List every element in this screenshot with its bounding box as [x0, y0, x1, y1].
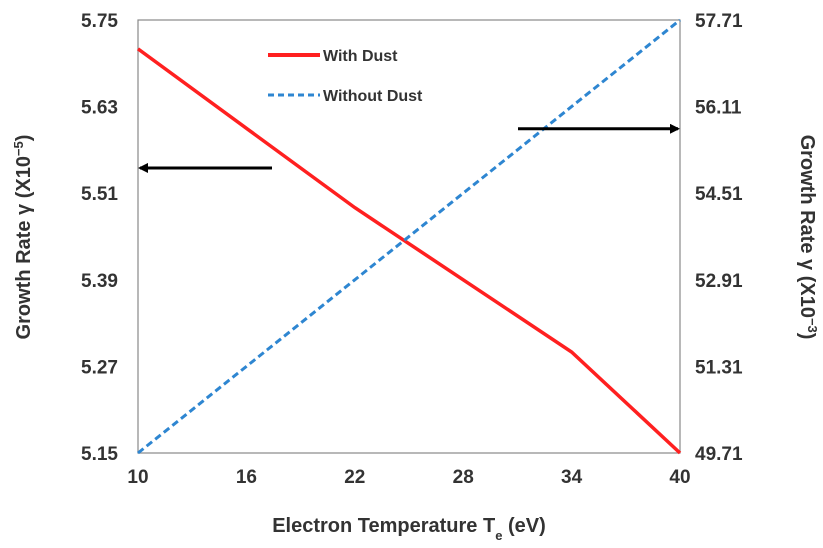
right-y-tick-label: 51.31	[695, 357, 743, 378]
right-y-tick-label: 57.71	[695, 11, 743, 32]
left-y-axis-label-superscript: −5	[11, 141, 26, 156]
right-y-axis-label-superscript: −3	[806, 318, 821, 333]
left-y-tick-label: 5.51	[81, 184, 118, 205]
x-tick-label: 40	[669, 467, 690, 488]
x-axis-label-main: Electron Temperature T	[272, 515, 495, 537]
left-y-tick-label: 5.27	[81, 357, 118, 378]
x-tick-label: 34	[561, 467, 583, 488]
right-y-tick-label: 52.91	[695, 271, 743, 292]
right-y-axis-ticks: 57.71 56.11 54.51 52.91 51.31 49.71	[695, 11, 743, 465]
annotation-layer	[138, 123, 680, 173]
x-tick-label: 10	[127, 467, 148, 488]
right-y-tick-label: 56.11	[695, 98, 742, 119]
right-y-axis-label-main: Growth Rate γ (X10	[796, 135, 818, 318]
left-y-tick-label: 5.75	[81, 11, 118, 32]
legend: With Dust Without Dust	[268, 48, 423, 105]
series-layer	[136, 18, 682, 455]
legend-label-with-dust: With Dust	[323, 48, 398, 65]
series-line-with-dust	[136, 47, 682, 455]
x-axis-label-subscript: e	[495, 528, 502, 543]
x-tick-label: 28	[453, 467, 474, 488]
left-y-axis-label-main: Growth Rate γ (X10	[13, 156, 35, 339]
left-y-axis-ticks: 5.75 5.63 5.51 5.39 5.27 5.15	[81, 11, 118, 465]
left-y-tick-label: 5.63	[81, 98, 118, 119]
left-y-axis-label-tail: )	[13, 135, 35, 142]
x-axis-label-tail: (eV)	[502, 515, 545, 537]
x-axis-ticks: 10 16 22 28 34 40	[127, 467, 690, 488]
x-tick-label: 16	[236, 467, 257, 488]
left-y-tick-label: 5.39	[81, 271, 118, 292]
right-y-tick-label: 49.71	[695, 444, 743, 465]
left-y-tick-label: 5.15	[81, 444, 118, 465]
x-axis-label: Electron Temperature Te (eV)	[272, 515, 546, 543]
legend-label-without-dust: Without Dust	[323, 88, 423, 105]
right-y-tick-label: 54.51	[695, 184, 743, 205]
left-y-axis-label: Growth Rate γ (X10−5)	[11, 135, 36, 340]
x-tick-label: 22	[344, 467, 365, 488]
plot-frame	[137, 19, 681, 454]
right-y-axis-label: Growth Rate γ (X10−3)	[796, 135, 821, 340]
series-line-without-dust	[137, 18, 681, 455]
right-y-axis-label-tail: )	[796, 333, 818, 340]
